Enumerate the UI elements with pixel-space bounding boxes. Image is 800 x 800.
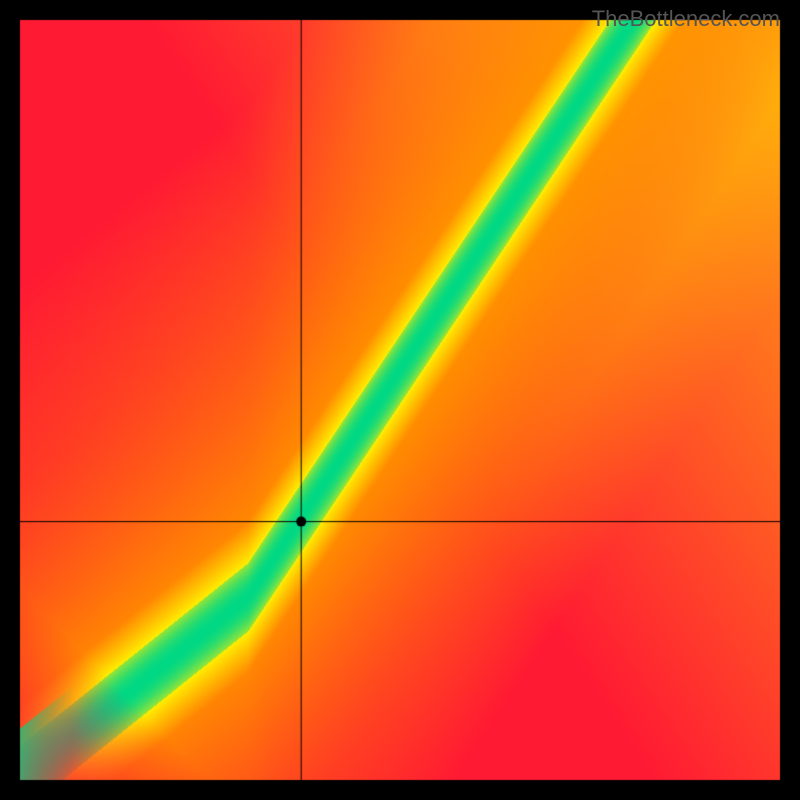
heatmap-canvas [0,0,800,800]
watermark-text: TheBottleneck.com [592,6,780,32]
chart-container: TheBottleneck.com [0,0,800,800]
